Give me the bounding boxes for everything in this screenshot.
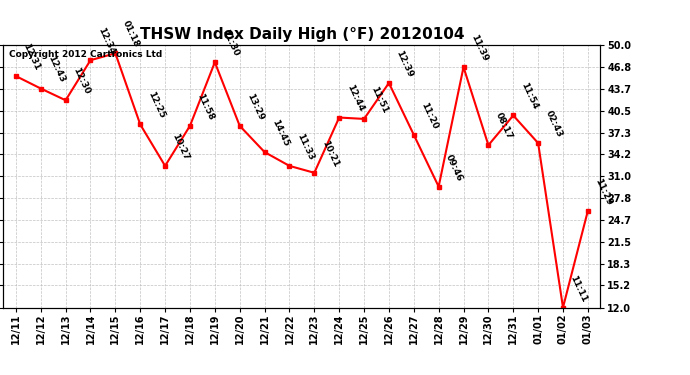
Text: 11:11: 11:11 bbox=[569, 274, 589, 303]
Text: 11:29: 11:29 bbox=[593, 177, 613, 207]
Text: 11:30: 11:30 bbox=[220, 28, 241, 58]
Text: 11:20: 11:20 bbox=[420, 101, 440, 130]
Text: Copyright 2012 Cartronics Ltd: Copyright 2012 Cartronics Ltd bbox=[10, 50, 163, 59]
Text: 11:33: 11:33 bbox=[295, 132, 315, 162]
Text: 02:43: 02:43 bbox=[544, 109, 564, 139]
Text: 01:18: 01:18 bbox=[121, 20, 141, 49]
Text: 12:34: 12:34 bbox=[96, 26, 117, 56]
Text: 11:51: 11:51 bbox=[370, 85, 390, 115]
Title: THSW Index Daily High (°F) 20120104: THSW Index Daily High (°F) 20120104 bbox=[139, 27, 464, 42]
Text: 12:31: 12:31 bbox=[21, 42, 41, 72]
Text: 11:54: 11:54 bbox=[519, 81, 539, 111]
Text: 14:45: 14:45 bbox=[270, 118, 290, 148]
Text: 12:25: 12:25 bbox=[146, 90, 166, 120]
Text: 08:17: 08:17 bbox=[494, 111, 514, 141]
Text: 12:30: 12:30 bbox=[71, 66, 91, 96]
Text: 12:39: 12:39 bbox=[395, 49, 415, 79]
Text: 11:39: 11:39 bbox=[469, 33, 489, 63]
Text: 12:44: 12:44 bbox=[345, 83, 365, 113]
Text: 10:27: 10:27 bbox=[170, 132, 191, 162]
Text: 11:58: 11:58 bbox=[195, 92, 216, 122]
Text: 13:29: 13:29 bbox=[245, 92, 266, 122]
Text: 09:46: 09:46 bbox=[444, 153, 464, 183]
Text: 12:43: 12:43 bbox=[46, 54, 67, 84]
Text: 10:21: 10:21 bbox=[320, 139, 340, 169]
